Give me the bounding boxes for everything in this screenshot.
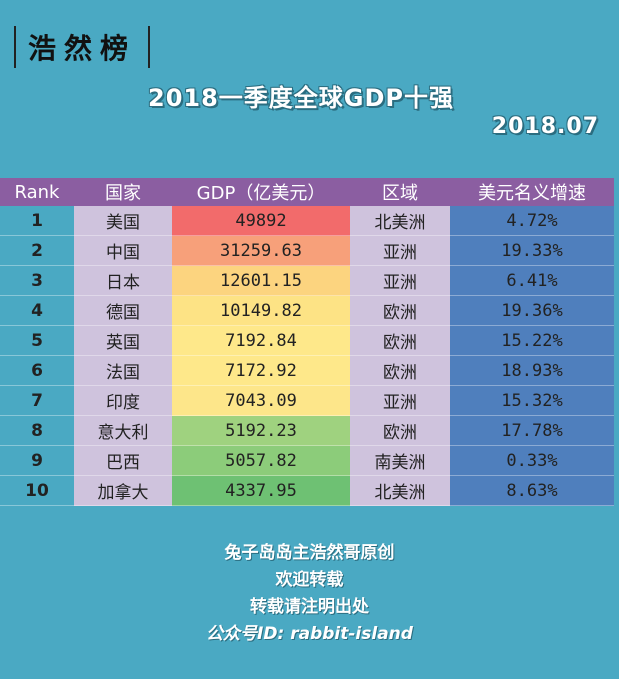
gdp-cell: 4337.95 [172,475,350,506]
country-cell: 德国 [74,295,172,326]
country-cell: 中国 [74,235,172,266]
growth-cell: 0.33% [450,445,614,476]
footer: 兔子岛岛主浩然哥原创 欢迎转载 转载请注明出处 公众号ID: rabbit-is… [0,540,619,648]
rank-cell: 7 [0,385,74,416]
brand-title: 浩然榜 [28,32,137,65]
region-cell: 欧洲 [350,295,450,326]
header-country: 国家 [74,178,172,206]
table-header-row: Rank 国家 GDP（亿美元） 区域 美元名义增速 [0,178,614,206]
growth-cell: 17.78% [450,415,614,446]
table-row: 3 日本 12601.15 亚洲 6.41% [0,265,614,296]
growth-cell: 15.32% [450,385,614,416]
gdp-cell: 5057.82 [172,445,350,476]
country-cell: 英国 [74,325,172,356]
country-cell: 加拿大 [74,475,172,506]
table-row: 8 意大利 5192.23 欧洲 17.78% [0,415,614,446]
rank-cell: 6 [0,355,74,386]
growth-cell: 4.72% [450,206,614,236]
region-cell: 欧洲 [350,415,450,446]
country-cell: 美国 [74,206,172,236]
country-cell: 日本 [74,265,172,296]
country-cell: 巴西 [74,445,172,476]
footer-welcome: 欢迎转载 [275,570,344,590]
country-cell: 意大利 [74,415,172,446]
growth-cell: 19.33% [450,235,614,266]
gdp-cell: 31259.63 [172,235,350,266]
region-cell: 南美洲 [350,445,450,476]
table-row: 10 加拿大 4337.95 北美洲 8.63% [0,475,614,506]
table-row: 9 巴西 5057.82 南美洲 0.33% [0,445,614,476]
table-body: 1 美国 49892 北美洲 4.72% 2 中国 31259.63 亚洲 19.33% 3 日本 12… [0,206,614,506]
country-cell: 法国 [74,355,172,386]
rank-cell: 10 [0,475,74,506]
region-cell: 亚洲 [350,265,450,296]
table-row: 2 中国 31259.63 亚洲 19.33% [0,235,614,266]
rank-cell: 8 [0,415,74,446]
table-row: 1 美国 49892 北美洲 4.72% [0,206,614,236]
region-cell: 北美洲 [350,206,450,236]
header-gdp: GDP（亿美元） [172,178,350,206]
rank-cell: 3 [0,265,74,296]
growth-cell: 15.22% [450,325,614,356]
page-title: 2018一季度全球GDP十强 [148,84,455,112]
gdp-cell: 7172.92 [172,355,350,386]
region-cell: 欧洲 [350,325,450,356]
header-growth: 美元名义增速 [450,178,614,206]
gdp-cell: 12601.15 [172,265,350,296]
gdp-ranking-table: Rank 国家 GDP（亿美元） 区域 美元名义增速 1 美国 49892 北美洲 4.… [0,178,614,506]
rank-cell: 1 [0,206,74,236]
footer-source-note: 转载请注明出处 [250,597,369,617]
header-rank: Rank [0,178,74,206]
table-row: 4 德国 10149.82 欧洲 19.36% [0,295,614,326]
gdp-cell: 10149.82 [172,295,350,326]
growth-cell: 19.36% [450,295,614,326]
rank-cell: 9 [0,445,74,476]
footer-account-id: 公众号ID: rabbit-island [206,624,413,644]
gdp-cell: 5192.23 [172,415,350,446]
country-cell: 印度 [74,385,172,416]
region-cell: 亚洲 [350,385,450,416]
rank-cell: 5 [0,325,74,356]
gdp-cell: 49892 [172,206,350,236]
gdp-cell: 7043.09 [172,385,350,416]
growth-cell: 18.93% [450,355,614,386]
region-cell: 欧洲 [350,355,450,386]
rank-cell: 2 [0,235,74,266]
header-region: 区域 [350,178,450,206]
growth-cell: 6.41% [450,265,614,296]
growth-cell: 8.63% [450,475,614,506]
table-row: 6 法国 7172.92 欧洲 18.93% [0,355,614,386]
brand-logo: 浩然榜 [14,26,151,68]
table-row: 7 印度 7043.09 亚洲 15.32% [0,385,614,416]
rank-cell: 4 [0,295,74,326]
table-row: 5 英国 7192.84 欧洲 15.22% [0,325,614,356]
region-cell: 亚洲 [350,235,450,266]
date-label: 2018.07 [491,114,599,139]
region-cell: 北美洲 [350,475,450,506]
gdp-cell: 7192.84 [172,325,350,356]
footer-credit: 兔子岛岛主浩然哥原创 [224,543,395,563]
